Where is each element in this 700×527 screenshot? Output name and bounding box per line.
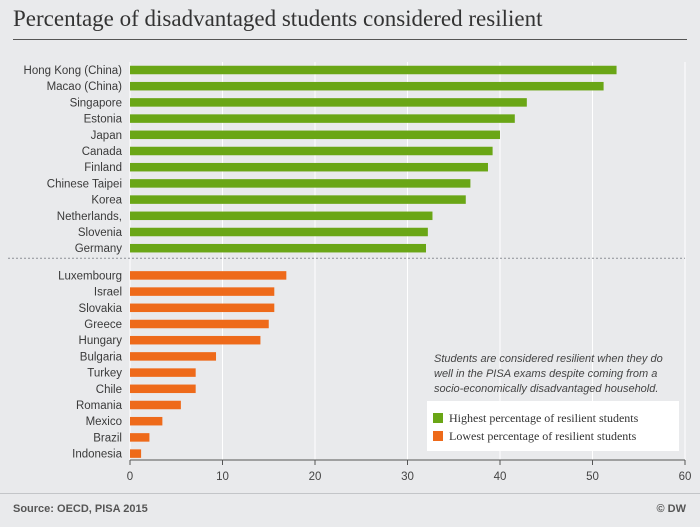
bar <box>130 211 433 221</box>
bar <box>130 335 261 345</box>
category-label: Chinese Taipei <box>47 178 122 190</box>
x-tick-label: 20 <box>309 471 322 483</box>
category-label: Hungary <box>79 335 123 347</box>
x-tick-label: 40 <box>494 471 507 483</box>
x-tick-label: 50 <box>586 471 599 483</box>
category-label: Mexico <box>86 416 122 428</box>
bar <box>130 368 196 377</box>
legend: Highest percentage of resilient students… <box>427 401 679 451</box>
bar <box>130 227 428 237</box>
x-tick-label: 30 <box>401 471 414 483</box>
category-label: Japan <box>91 130 122 142</box>
bar-chart: Hong Kong (China) Macao (China) Singapore E… <box>8 62 692 483</box>
bar <box>130 243 426 253</box>
category-label: Slovenia <box>78 227 123 239</box>
bar <box>130 179 471 188</box>
source-text: Source: OECD, PISA 2015 <box>13 503 148 515</box>
category-label: Canada <box>82 146 123 158</box>
bar <box>130 384 196 394</box>
category-label: Brazil <box>93 432 122 444</box>
bar <box>130 162 488 172</box>
category-label: Luxembourg <box>58 270 122 282</box>
bar <box>130 81 604 91</box>
bar <box>130 319 269 329</box>
x-tick-label: 60 <box>679 471 692 483</box>
category-label: Estonia <box>84 114 123 126</box>
footer-divider <box>0 493 700 494</box>
category-label: Turkey <box>87 368 122 380</box>
category-label: Slovakia <box>79 303 123 315</box>
bar <box>130 416 163 426</box>
legend-label-low: Lowest percentage of resilient students <box>449 428 637 443</box>
category-label: Netherlands, <box>57 211 122 223</box>
chart-title: Percentage of disadvantaged students con… <box>13 6 543 31</box>
credit-text: © DW <box>656 503 687 515</box>
category-label: Germany <box>75 243 123 255</box>
category-label: Singapore <box>70 97 122 109</box>
bar <box>130 130 500 140</box>
bar <box>130 352 217 361</box>
bar <box>130 400 181 410</box>
bar <box>130 303 275 313</box>
legend-label-high: Highest percentage of resilient students <box>449 410 639 425</box>
category-label: Israel <box>94 287 122 299</box>
legend-swatch-high <box>433 413 443 423</box>
bar <box>130 195 466 204</box>
category-label: Korea <box>91 195 122 207</box>
category-label: Hong Kong (China) <box>24 65 123 77</box>
x-tick-label: 10 <box>216 471 229 483</box>
bar <box>130 114 515 123</box>
category-label: Finland <box>84 162 122 174</box>
category-label: Greece <box>84 319 122 331</box>
x-tick-label: 0 <box>127 471 133 483</box>
category-label: Bulgaria <box>80 351 123 363</box>
bar <box>130 146 493 156</box>
resilience-note: Students are considered resilient when t… <box>434 353 663 395</box>
legend-item-high: Highest percentage of resilient students <box>433 409 679 427</box>
bar <box>130 287 275 296</box>
legend-item-low: Lowest percentage of resilient students <box>433 427 679 445</box>
category-label: Macao (China) <box>47 81 123 93</box>
category-label: Indonesia <box>72 449 122 461</box>
bar <box>130 98 527 107</box>
legend-swatch-low <box>433 431 443 441</box>
title-divider <box>13 39 687 40</box>
bar <box>130 65 617 75</box>
category-label: Chile <box>96 384 122 396</box>
category-label: Romania <box>76 400 123 412</box>
bar <box>130 271 287 280</box>
bar <box>130 449 142 458</box>
bar <box>130 433 150 442</box>
